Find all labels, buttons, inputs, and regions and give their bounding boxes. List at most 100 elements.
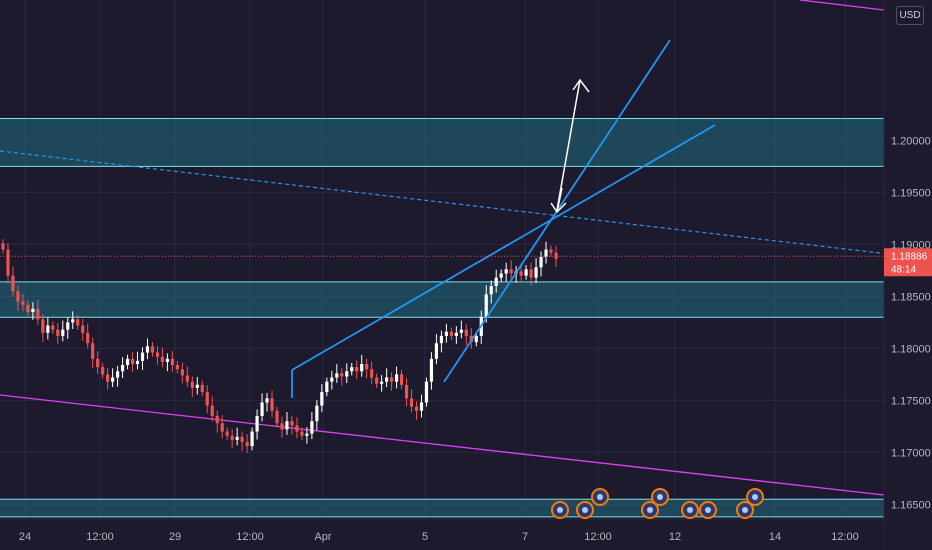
candle-body — [140, 352, 145, 361]
candle-body — [255, 416, 259, 432]
candle-body — [165, 358, 170, 362]
candle-body — [11, 275, 15, 292]
candle-body — [429, 358, 434, 382]
economic-event-icon — [551, 501, 569, 519]
event-icon-dot — [705, 507, 711, 513]
time-tick-label: 12:00 — [831, 531, 859, 543]
candle-body — [315, 405, 319, 422]
arrow-down-head — [550, 202, 567, 214]
candle-body — [115, 371, 120, 378]
last-price-label: 1.18886 — [891, 251, 928, 262]
candle-body — [534, 267, 538, 278]
candle-body — [394, 374, 399, 382]
candle-body — [120, 365, 125, 372]
time-tick-label: 14 — [769, 531, 781, 543]
candle-body — [414, 406, 419, 411]
candle-body — [56, 329, 60, 336]
dashed-trend-line — [0, 150, 881, 254]
price-axis[interactable]: 1.200001.195001.190001.185001.180001.175… — [883, 0, 932, 550]
candle-body — [185, 375, 189, 382]
economic-event-icon — [591, 488, 609, 506]
economic-event-icon — [641, 501, 659, 519]
economic-events[interactable] — [551, 488, 764, 519]
candle-body — [494, 277, 498, 286]
candles — [1, 239, 558, 453]
candle-body — [160, 356, 165, 362]
arrow-up-head — [572, 78, 590, 93]
candle-body — [240, 436, 244, 442]
time-axis[interactable]: 24 12:00 29 12:00 Apr 5 7 12:00 12 14 12:00 — [0, 519, 884, 550]
candle-body — [389, 377, 394, 382]
candle-body — [51, 325, 55, 330]
candle-body — [170, 358, 174, 366]
event-icon-dot — [582, 507, 588, 513]
candle-body — [340, 373, 344, 377]
candle-body — [434, 343, 439, 359]
candle-body — [489, 286, 493, 295]
candle-body — [295, 425, 299, 432]
candle-body — [155, 352, 160, 357]
candle-body — [300, 431, 304, 436]
candle-body — [125, 358, 130, 366]
candle-body — [190, 381, 194, 388]
candle-body — [335, 373, 339, 378]
candle-body — [355, 367, 359, 372]
candle-body — [91, 343, 95, 359]
countdown-label: 48:14 — [891, 264, 916, 275]
candle-body — [135, 360, 140, 364]
arrow-up-shaft — [556, 79, 581, 211]
candle-body — [175, 365, 179, 370]
candle-body — [399, 374, 404, 385]
candle-body — [499, 273, 503, 278]
candle-body — [86, 332, 90, 344]
candle-body — [459, 329, 463, 333]
candle-body — [444, 331, 448, 336]
projection-arrow — [550, 78, 590, 214]
candle-body — [404, 384, 409, 399]
currency-label[interactable]: USD — [896, 6, 924, 25]
support-zone-fill — [0, 281, 884, 318]
candle-body — [375, 377, 379, 384]
candle-body — [16, 291, 20, 302]
event-icon-dot — [647, 507, 653, 513]
event-icon-dot — [752, 494, 758, 500]
candle-body — [225, 431, 229, 436]
candle-body — [215, 416, 219, 424]
event-icon-dot — [687, 507, 693, 513]
candle-body — [200, 384, 204, 393]
last-price-badge — [884, 248, 932, 277]
candle-body — [210, 405, 214, 416]
candle-body — [145, 346, 150, 353]
time-tick-label: 29 — [169, 531, 181, 543]
candle-body — [325, 381, 329, 393]
candle-body — [96, 358, 100, 368]
candle-body — [345, 371, 349, 377]
candle-body — [439, 335, 444, 344]
candle-body — [195, 384, 199, 388]
candle-body — [41, 319, 45, 333]
lower-channel-line — [0, 394, 885, 496]
candle-body — [46, 325, 50, 333]
time-tick-label: 12:00 — [86, 531, 114, 543]
time-tick-label: 7 — [522, 531, 528, 543]
resistance-zone-fill — [0, 118, 884, 167]
time-tick-label: 24 — [19, 531, 31, 543]
price-tick-label: 1.18500 — [891, 291, 931, 303]
candle-body — [290, 421, 294, 426]
candle-body — [235, 436, 239, 440]
candle-body — [275, 410, 279, 424]
candle-body — [31, 308, 35, 312]
candle-body — [529, 269, 533, 278]
candle-body — [71, 319, 75, 323]
rising-trend-line — [291, 124, 716, 371]
candle-body — [385, 377, 389, 382]
candle-body — [36, 308, 40, 320]
candle-body — [205, 392, 209, 406]
candle-body — [230, 435, 234, 440]
candle-body — [26, 304, 30, 312]
channel-lines — [0, 0, 885, 496]
candle-body — [81, 325, 85, 333]
price-tick-label: 1.20000 — [891, 135, 931, 147]
